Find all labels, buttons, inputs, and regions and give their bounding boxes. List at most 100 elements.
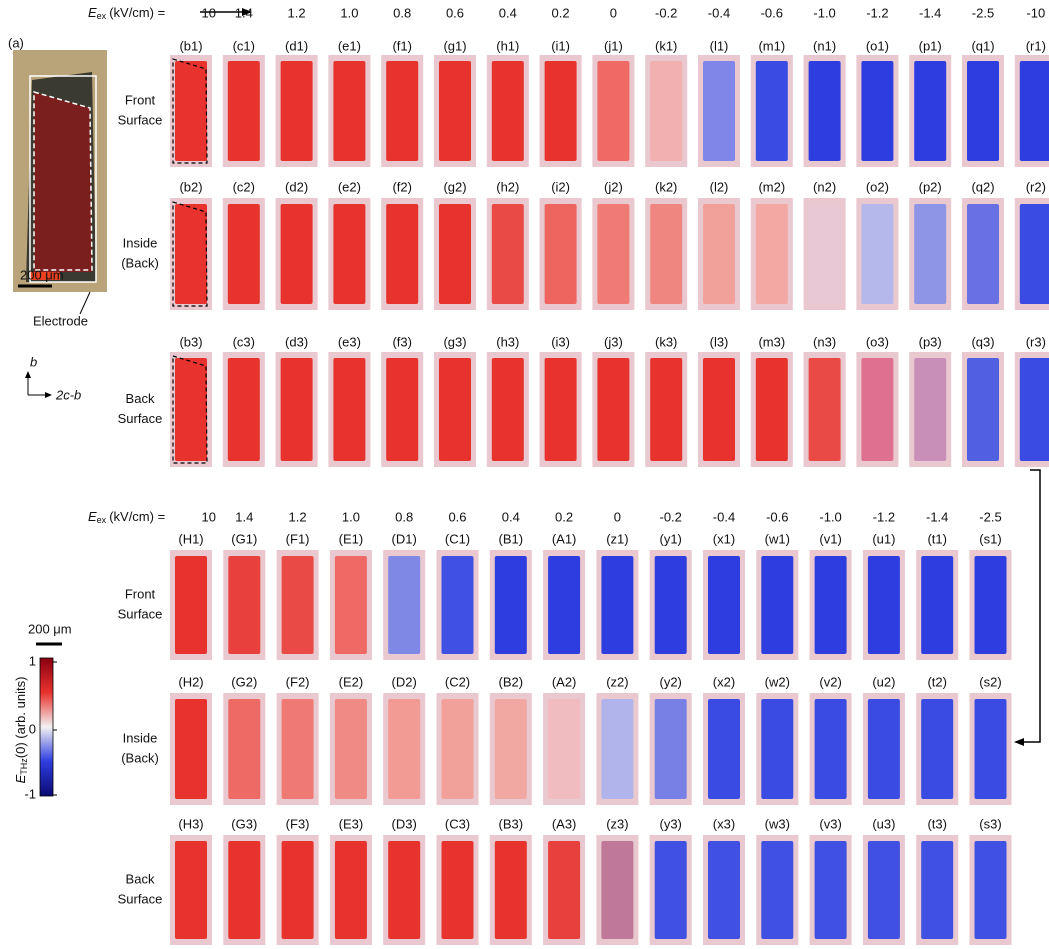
panel-label: (m1) — [758, 38, 785, 53]
axis-label: b — [30, 354, 37, 369]
panel-label: (v1) — [819, 531, 841, 546]
panel-image — [333, 61, 365, 161]
panel-label: (y1) — [660, 531, 682, 546]
panel-image — [333, 358, 365, 461]
panel-label: (E3) — [339, 816, 364, 831]
panel-label: (G2) — [231, 674, 257, 689]
panel-label: (d3) — [285, 334, 308, 349]
panel-image — [761, 556, 793, 654]
panel-label: (l2) — [710, 179, 729, 194]
panel-label: (s2) — [979, 674, 1001, 689]
panel-label: (z1) — [606, 531, 628, 546]
panel-image — [975, 699, 1007, 799]
field-value: 10 — [202, 509, 216, 524]
panel-image — [442, 699, 474, 799]
panel-image — [761, 841, 793, 939]
panel-image — [703, 204, 735, 304]
panel-image — [921, 556, 953, 654]
subscript: ex — [97, 11, 107, 21]
panel-image — [439, 204, 471, 304]
panel-label: (l3) — [710, 334, 729, 349]
panel-image — [861, 204, 893, 304]
panel-image — [868, 556, 900, 654]
row-label: (Back) — [121, 255, 159, 270]
axis-label: 2c-b — [55, 387, 81, 402]
panel-label: (G3) — [231, 816, 257, 831]
field-value: -1.0 — [819, 509, 841, 524]
row-label: Back — [126, 391, 155, 406]
panel-label: (w1) — [765, 531, 790, 546]
panel-label: (t1) — [927, 531, 947, 546]
symbol: E — [88, 5, 97, 20]
panel-image — [548, 841, 580, 939]
symbol: E — [13, 774, 28, 783]
panel-label: (r3) — [1026, 334, 1046, 349]
panel-label: (r1) — [1026, 38, 1046, 53]
panel-image — [228, 204, 260, 304]
row-label: Surface — [118, 606, 163, 621]
panel-label: (D1) — [392, 531, 417, 546]
row-label: Inside — [123, 730, 158, 745]
panel-image — [809, 358, 841, 461]
panel-image — [708, 841, 740, 939]
panel-image — [282, 556, 314, 654]
panel-image — [914, 204, 946, 304]
panel-image — [597, 204, 629, 304]
panel-label: (D2) — [392, 674, 417, 689]
panel-label: (o2) — [866, 179, 889, 194]
panel-image — [708, 699, 740, 799]
panel-image — [1020, 61, 1049, 161]
panel-image — [175, 204, 207, 304]
panel-image — [548, 699, 580, 799]
panel-image — [439, 61, 471, 161]
panel-image — [228, 699, 260, 799]
row-label: Back — [126, 871, 155, 886]
field-value: 0.4 — [499, 5, 517, 20]
panel-label: (C3) — [445, 816, 470, 831]
panel-label: (y2) — [660, 674, 682, 689]
panel-label: (s3) — [979, 816, 1001, 831]
panel-label: (x1) — [713, 531, 735, 546]
figure: (a) 200 μm Electrode b 2c-b 200 μm ETHz(… — [0, 0, 1049, 949]
field-label: Eex(kV/cm) = — [88, 5, 165, 21]
panel-label: (n1) — [813, 38, 836, 53]
row-label: Front — [125, 92, 156, 107]
panel-image — [914, 358, 946, 461]
panel-image — [756, 358, 788, 461]
panel-label: (c2) — [233, 179, 255, 194]
row-label: Front — [125, 586, 156, 601]
scale-label: 200 μm — [28, 621, 72, 636]
panel-image — [175, 556, 207, 654]
panel-image — [495, 699, 527, 799]
panel-image — [597, 61, 629, 161]
panel-label: (l1) — [710, 38, 729, 53]
panel-label: (k2) — [655, 179, 677, 194]
panel-label: (d1) — [285, 38, 308, 53]
panel-label: (x2) — [713, 674, 735, 689]
panel-label: (q1) — [971, 38, 994, 53]
field-value: 1.0 — [340, 5, 358, 20]
panel-label: (A1) — [552, 531, 577, 546]
panel-image — [333, 204, 365, 304]
panel-image — [495, 556, 527, 654]
panel-label: (n3) — [813, 334, 836, 349]
panel-label: (z2) — [606, 674, 628, 689]
panel-image — [861, 358, 893, 461]
subscript: ex — [97, 515, 107, 525]
panel-image — [282, 699, 314, 799]
panel-label: (A2) — [552, 674, 577, 689]
panel-label: (h1) — [496, 38, 519, 53]
panel-image — [601, 841, 633, 939]
panel-image — [601, 699, 633, 799]
panel-image — [335, 841, 367, 939]
unit: (kV/cm) = — [109, 509, 165, 524]
colorbar — [40, 658, 53, 796]
panel-image — [650, 61, 682, 161]
panel-label: (q3) — [971, 334, 994, 349]
panel-label: (j3) — [604, 334, 623, 349]
panel-label: (y3) — [660, 816, 682, 831]
field-value: 0.8 — [393, 5, 411, 20]
panel-image — [914, 61, 946, 161]
field-value: 0.4 — [502, 509, 520, 524]
panel-label: (p1) — [919, 38, 942, 53]
